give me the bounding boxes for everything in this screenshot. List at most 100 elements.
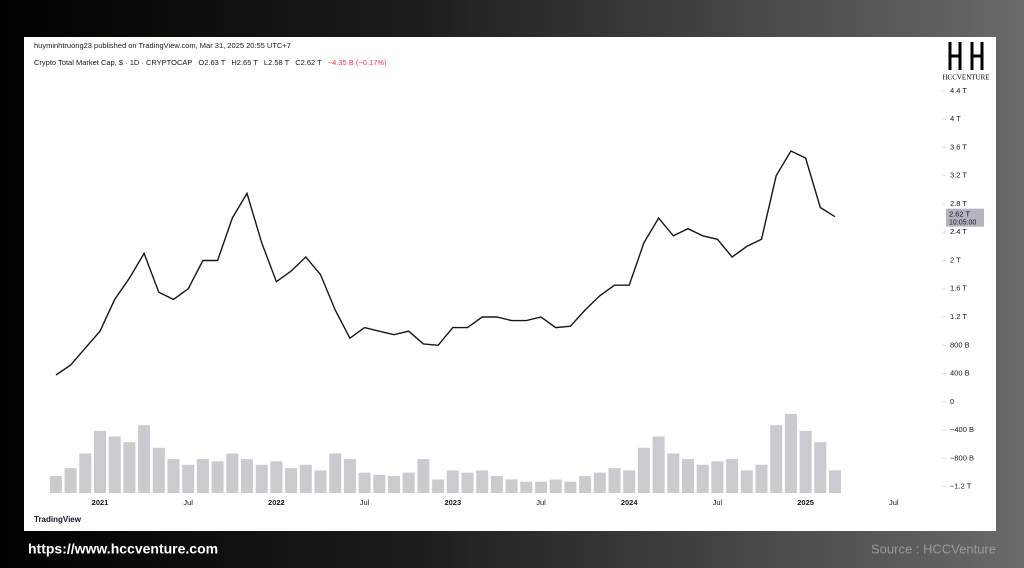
volume-bar — [535, 481, 547, 493]
source: Source : HCCVenture — [871, 541, 996, 556]
volume-bar — [505, 479, 518, 493]
y-tick-label: 1.6 T — [950, 284, 967, 293]
y-tick-label: 400 B — [950, 369, 970, 378]
volume-bar — [770, 425, 783, 493]
last-price-label: 2.62 T — [949, 210, 971, 219]
y-tick-label: 3.2 T — [950, 171, 967, 180]
countdown: 10:05:00 — [949, 220, 976, 227]
volume-bar — [94, 430, 106, 493]
volume-bar — [696, 464, 709, 493]
volume-bar — [490, 476, 503, 493]
volume-bar — [314, 470, 327, 493]
last-price-box — [946, 208, 984, 227]
volume-bar — [211, 461, 224, 493]
price-line — [55, 150, 836, 376]
legend-item: L2.58 T — [264, 58, 290, 67]
volume-bar — [476, 470, 489, 493]
volume-bar — [549, 479, 562, 493]
volume-bar — [814, 442, 827, 493]
volume-bar — [432, 479, 445, 493]
y-tick-label: 3.6 T — [950, 142, 967, 151]
volume-bar — [255, 464, 268, 493]
volume-bar — [343, 459, 356, 493]
volume-bar — [270, 461, 283, 493]
y-tick-label: 2 T — [950, 255, 961, 264]
volume-bar — [388, 476, 400, 493]
y-tick-label: 4.4 T — [950, 86, 967, 95]
volume-bar — [461, 472, 474, 493]
y-tick-label: 2.4 T — [950, 227, 967, 236]
volume-bar — [784, 413, 797, 493]
y-tick-label: 2.8 T — [950, 199, 967, 208]
x-tick-label: Jul — [360, 498, 370, 507]
legend-item: Crypto Total Market Cap, $ · 1D · CRYPTO… — [34, 58, 192, 67]
volume-bar — [799, 430, 812, 493]
volume-bar — [579, 476, 592, 493]
volume-bar — [167, 459, 180, 493]
volume-bar — [138, 425, 151, 493]
chart-panel — [24, 37, 996, 531]
volume-bar — [152, 447, 165, 493]
x-tick-label: Jul — [713, 498, 723, 507]
volume-bar — [108, 436, 121, 493]
x-tick-label: 2025 — [797, 498, 814, 507]
volume-bar — [64, 468, 77, 493]
volume-bar — [740, 470, 753, 493]
x-tick-label: Jul — [536, 498, 546, 507]
volume-bar — [652, 436, 665, 493]
y-tick-label: 800 B — [950, 340, 970, 349]
volume-bar — [299, 464, 312, 493]
published: huyminhtruong23 published on TradingView… — [34, 41, 291, 50]
volume-bar — [637, 447, 650, 493]
y-tick-label: −1.2 T — [950, 482, 972, 491]
brand: TradingView — [34, 515, 82, 524]
legend-item: −4.35 B (−0.17%) — [328, 58, 387, 67]
volume-bar — [329, 453, 342, 493]
volume-bar — [520, 481, 533, 493]
legend-item: C2.62 T — [295, 58, 322, 67]
volume-bar — [726, 459, 739, 493]
volume-bar — [358, 472, 371, 493]
volume-bar — [79, 453, 92, 493]
legend-item: H2.65 T — [231, 58, 258, 67]
volume-bar — [49, 476, 62, 493]
site-url[interactable]: https://www.hccventure.com — [28, 541, 218, 557]
volume-bar — [241, 459, 253, 493]
volume-bar — [402, 472, 415, 493]
x-tick-label: 2021 — [92, 498, 109, 507]
volume-bar — [182, 464, 195, 493]
volume-bar — [123, 442, 136, 493]
volume-bar — [446, 470, 459, 493]
volume-bar — [608, 468, 621, 493]
volume-bar — [829, 470, 841, 493]
x-tick-label: Jul — [889, 498, 899, 507]
volume-bar — [226, 453, 239, 493]
volume-bar — [623, 470, 636, 493]
logo-text: HCCVENTURE — [942, 74, 989, 82]
y-tick-label: 4 T — [950, 114, 961, 123]
volume-bar — [196, 459, 209, 493]
volume-bar — [682, 459, 694, 493]
legend: Crypto Total Market Cap, $ · 1D · CRYPTO… — [34, 58, 387, 67]
volume-bar — [593, 472, 606, 493]
volume-bar — [564, 481, 577, 493]
logo-glyph — [948, 42, 984, 70]
volume-bar — [417, 459, 430, 493]
x-tick-label: 2024 — [621, 498, 639, 507]
x-tick-label: 2023 — [444, 498, 461, 507]
y-tick-label: 1.2 T — [950, 312, 967, 321]
volume-bar — [667, 453, 680, 493]
volume-bar — [373, 474, 386, 493]
y-tick-label: −400 B — [950, 425, 974, 434]
logo-mark — [948, 42, 984, 70]
x-tick-label: 2022 — [268, 498, 285, 507]
volume-bar — [711, 461, 724, 493]
y-tick-label: 0 — [950, 397, 954, 406]
legend-item: O2.63 T — [198, 58, 225, 67]
volume-bar — [285, 468, 298, 493]
volume-bar — [755, 464, 768, 493]
y-tick-label: −800 B — [950, 453, 974, 462]
x-tick-label: Jul — [183, 498, 193, 507]
